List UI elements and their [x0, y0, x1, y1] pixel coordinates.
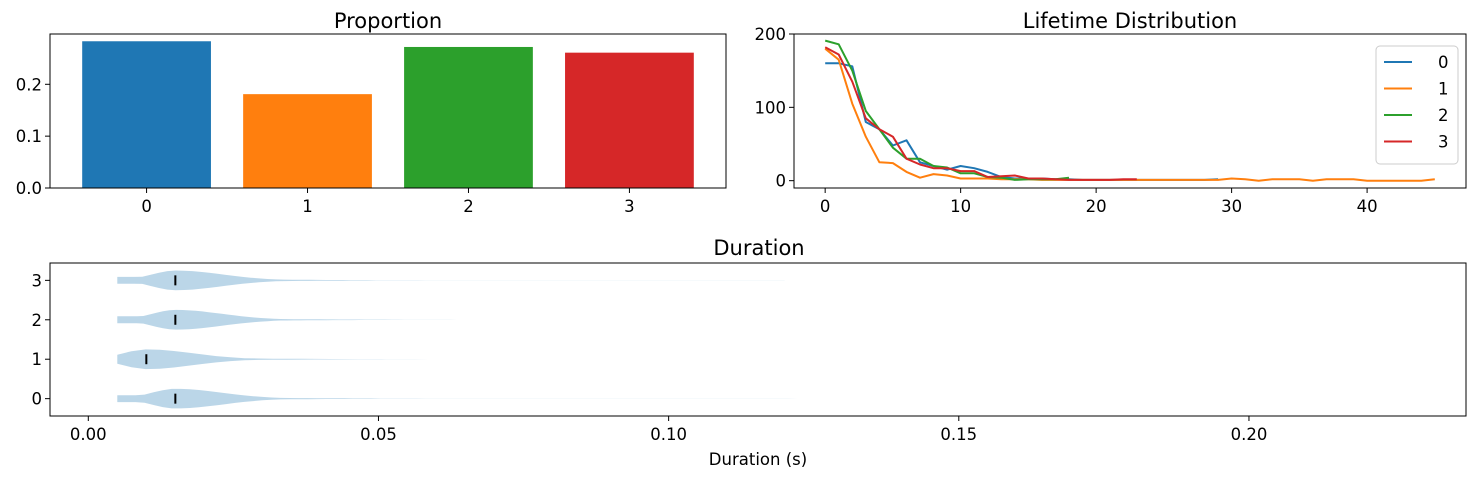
- proportion-bar-2: [404, 46, 533, 188]
- proportion-y-tick-label: 0.1: [16, 127, 42, 146]
- lifetime-y-tick-label: 200: [755, 25, 787, 44]
- lifetime-axes-frame: [793, 33, 1467, 189]
- duration-x-tick-label: 0.10: [650, 425, 687, 444]
- proportion-axes-frame: [49, 33, 727, 189]
- proportion-chart: 0 1 2 3 0.0 0.1 0.2: [16, 41, 694, 216]
- legend-label-2: 2: [1438, 106, 1449, 125]
- lifetime-legend: 0 1 2 3: [1375, 45, 1459, 165]
- proportion-bar-3: [565, 52, 694, 188]
- duration-y-tick-label: 0: [32, 390, 43, 409]
- lifetime-y-tick-label: 100: [755, 98, 787, 117]
- lifetime-x-tick-label: 40: [1357, 197, 1378, 216]
- duration-violin-2: [117, 309, 640, 330]
- proportion-x-tick-label: 1: [302, 197, 313, 216]
- duration-y-tick-label: 2: [32, 311, 43, 330]
- lifetime-series-line-1: [824, 47, 1435, 182]
- legend-label-0: 0: [1438, 53, 1449, 72]
- duration-axes-frame: [49, 262, 1467, 417]
- duration-x-tick-label: 0.05: [360, 425, 397, 444]
- duration-x-tick-label: 0.00: [70, 425, 107, 444]
- lifetime-chart: 0 10 20 30 40 0 100 200 0 1 2 3: [755, 25, 1459, 216]
- lifetime-x-tick-label: 10: [950, 197, 971, 216]
- lifetime-x-tick-label: 20: [1086, 197, 1107, 216]
- lifetime-series-line-3: [824, 46, 1137, 181]
- proportion-x-tick-label: 3: [624, 197, 635, 216]
- duration-title: Duration: [713, 236, 804, 260]
- proportion-y-tick-label: 0.2: [16, 75, 42, 94]
- proportion-title: Proportion: [334, 9, 442, 33]
- duration-y-tick-label: 1: [32, 350, 43, 369]
- proportion-y-tick-label: 0.0: [16, 179, 42, 198]
- lifetime-x-tick-label: 0: [820, 197, 831, 216]
- duration-violin-0: [117, 388, 843, 409]
- duration-violin-1: [117, 349, 1249, 370]
- duration-y-tick-label: 3: [32, 271, 43, 290]
- legend-label-1: 1: [1438, 80, 1449, 99]
- duration-x-tick-label: 0.15: [940, 425, 977, 444]
- proportion-x-tick-label: 2: [463, 197, 474, 216]
- proportion-x-tick-label: 0: [141, 197, 152, 216]
- duration-x-axis-label: Duration (s): [709, 450, 807, 469]
- proportion-bar-0: [82, 41, 211, 188]
- duration-x-tick-label: 0.20: [1231, 425, 1268, 444]
- proportion-bar-1: [243, 94, 372, 188]
- lifetime-y-tick-label: 0: [776, 172, 787, 191]
- duration-violin-3: [117, 270, 785, 291]
- lifetime-title: Lifetime Distribution: [1023, 9, 1237, 33]
- lifetime-x-tick-label: 30: [1221, 197, 1242, 216]
- legend-box: [1375, 45, 1459, 165]
- duration-chart: 0.00 0.05 0.10 0.15 0.20 0 1 2 3: [32, 270, 1268, 444]
- legend-label-3: 3: [1438, 133, 1449, 152]
